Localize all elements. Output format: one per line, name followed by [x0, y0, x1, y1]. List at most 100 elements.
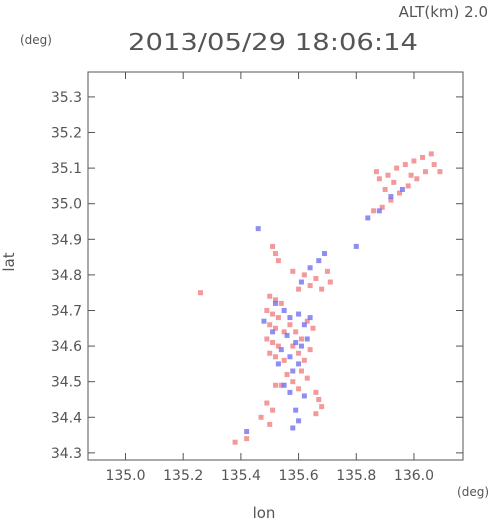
data-point	[428, 151, 434, 157]
data-point	[267, 421, 273, 427]
y-axis-label: lat	[0, 252, 18, 271]
data-point	[385, 172, 391, 178]
data-point	[420, 154, 426, 160]
data-point	[264, 336, 270, 342]
x-axis-ticks: 135.0 135.2 135.4 135.6 135.8 136.0	[105, 72, 434, 484]
data-point	[290, 268, 296, 274]
data-point	[301, 393, 307, 399]
data-point	[261, 318, 267, 324]
data-point	[376, 208, 382, 214]
data-point	[284, 372, 290, 378]
data-point	[437, 169, 443, 175]
data-point	[275, 258, 281, 264]
data-point	[324, 268, 330, 274]
data-point	[273, 354, 278, 360]
y-tick-label: 34.4	[51, 410, 82, 426]
data-point	[388, 194, 394, 200]
data-points	[198, 151, 443, 445]
data-point	[270, 340, 276, 346]
data-point	[431, 162, 437, 168]
y-tick-label: 35.3	[51, 90, 82, 106]
data-point	[273, 325, 278, 331]
data-point	[365, 215, 371, 221]
data-point	[399, 186, 405, 192]
data-point	[281, 329, 287, 335]
data-point	[270, 407, 276, 413]
data-point	[408, 172, 414, 178]
data-point	[278, 347, 284, 353]
timestamp-title: 2013/05/29 18:06:14	[128, 30, 418, 56]
data-point	[316, 258, 322, 264]
y-tick-label: 35.2	[51, 126, 82, 142]
data-point	[267, 322, 273, 328]
data-point	[278, 382, 284, 388]
y-tick-label: 34.8	[51, 268, 82, 284]
data-point	[290, 368, 296, 374]
data-point	[298, 279, 304, 285]
data-point	[313, 389, 319, 395]
y-tick-label: 35.1	[51, 161, 82, 177]
y-tick-label: 34.3	[51, 446, 82, 462]
data-point	[322, 251, 328, 257]
y-axis-ticks: 34.3 34.4 34.5 34.6 34.7 34.8 34.9 35.0 35.1 35.2…	[51, 90, 463, 462]
data-point	[290, 379, 296, 385]
data-point	[275, 343, 281, 349]
data-point	[293, 329, 299, 335]
data-point	[313, 411, 319, 417]
data-point	[267, 293, 273, 299]
data-point	[275, 361, 281, 367]
data-point	[273, 300, 278, 306]
data-point	[376, 176, 382, 182]
data-point	[287, 389, 293, 395]
data-point	[255, 226, 261, 232]
x-tick-label: 135.2	[163, 468, 203, 484]
data-point	[284, 332, 290, 338]
data-point	[327, 279, 333, 285]
data-point	[411, 158, 417, 164]
data-point	[307, 347, 313, 353]
data-point	[307, 283, 313, 289]
altitude-label: ALT(km) 2.0	[399, 3, 488, 21]
plot-frame	[87, 71, 464, 461]
y-tick-label: 34.7	[51, 303, 82, 319]
data-point	[273, 297, 278, 303]
data-point	[319, 286, 325, 292]
y-tick-label: 34.6	[51, 339, 82, 355]
data-point	[270, 311, 276, 317]
data-point	[423, 169, 428, 175]
data-point	[275, 315, 281, 321]
data-point	[264, 400, 270, 406]
data-point	[232, 439, 238, 445]
data-point	[290, 343, 296, 349]
data-point	[304, 336, 310, 342]
data-point	[273, 382, 278, 388]
data-point	[258, 414, 264, 420]
x-tick-label: 135.8	[336, 468, 376, 484]
data-point	[287, 354, 293, 360]
data-point	[388, 197, 394, 203]
data-point	[298, 368, 304, 374]
data-point	[373, 169, 379, 175]
data-point	[267, 350, 273, 356]
data-point	[379, 204, 385, 210]
data-point	[301, 322, 307, 328]
data-point	[296, 386, 302, 392]
data-point	[313, 275, 319, 281]
data-point	[298, 343, 304, 349]
data-point	[307, 265, 313, 271]
data-point	[281, 382, 287, 388]
data-point	[394, 165, 400, 171]
data-point	[307, 315, 313, 321]
data-point	[353, 243, 359, 249]
data-point	[402, 162, 408, 168]
data-point	[304, 318, 310, 324]
data-point	[293, 407, 299, 413]
data-point	[296, 350, 302, 356]
data-point	[371, 208, 377, 214]
data-point	[382, 186, 388, 192]
data-point	[264, 307, 270, 313]
data-point	[298, 336, 304, 342]
data-point	[244, 436, 250, 442]
data-point	[273, 251, 278, 257]
data-point	[270, 243, 276, 249]
